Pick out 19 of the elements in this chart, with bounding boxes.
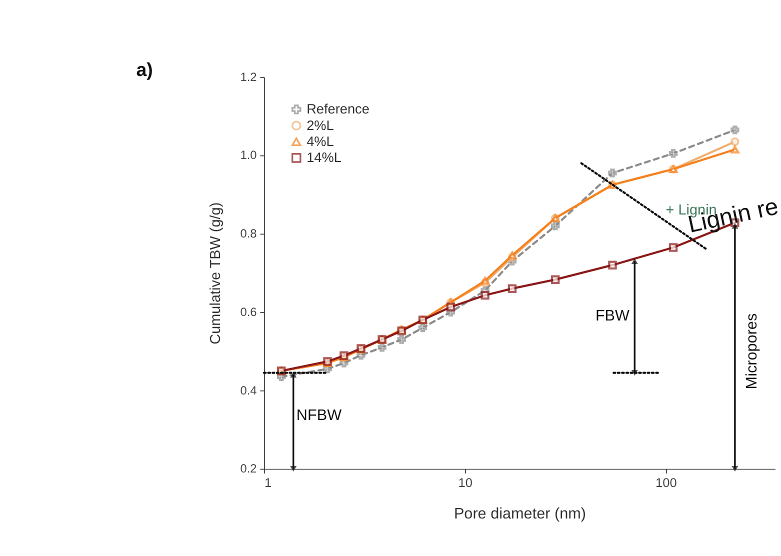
annotation: NFBW [296, 407, 342, 424]
x-tick-label: 100 [656, 475, 677, 490]
y-axis-title: Cumulative TBW (g/g) [208, 202, 224, 344]
text: a) [136, 59, 153, 80]
y-tick-label: 0.2 [240, 462, 258, 476]
legend-label: 14%L [306, 150, 342, 166]
x-tick-label: 1 [264, 475, 272, 490]
annotation: FBW [595, 307, 630, 324]
x-tick-label: 10 [458, 475, 472, 490]
legend-label: 2%L [306, 118, 334, 133]
y-tick-label: 1.2 [240, 70, 258, 84]
y-tick-label: 1.0 [240, 148, 258, 162]
x-axis-title: Pore diameter (nm) [454, 506, 586, 523]
y-tick-label: 0.4 [240, 383, 258, 398]
legend-label: 4%L [306, 134, 334, 150]
annotation: Micropores [744, 313, 761, 390]
y-tick-label: 0.6 [240, 304, 258, 319]
legend-label: Reference [306, 102, 370, 117]
y-tick-label: 0.8 [240, 226, 258, 241]
